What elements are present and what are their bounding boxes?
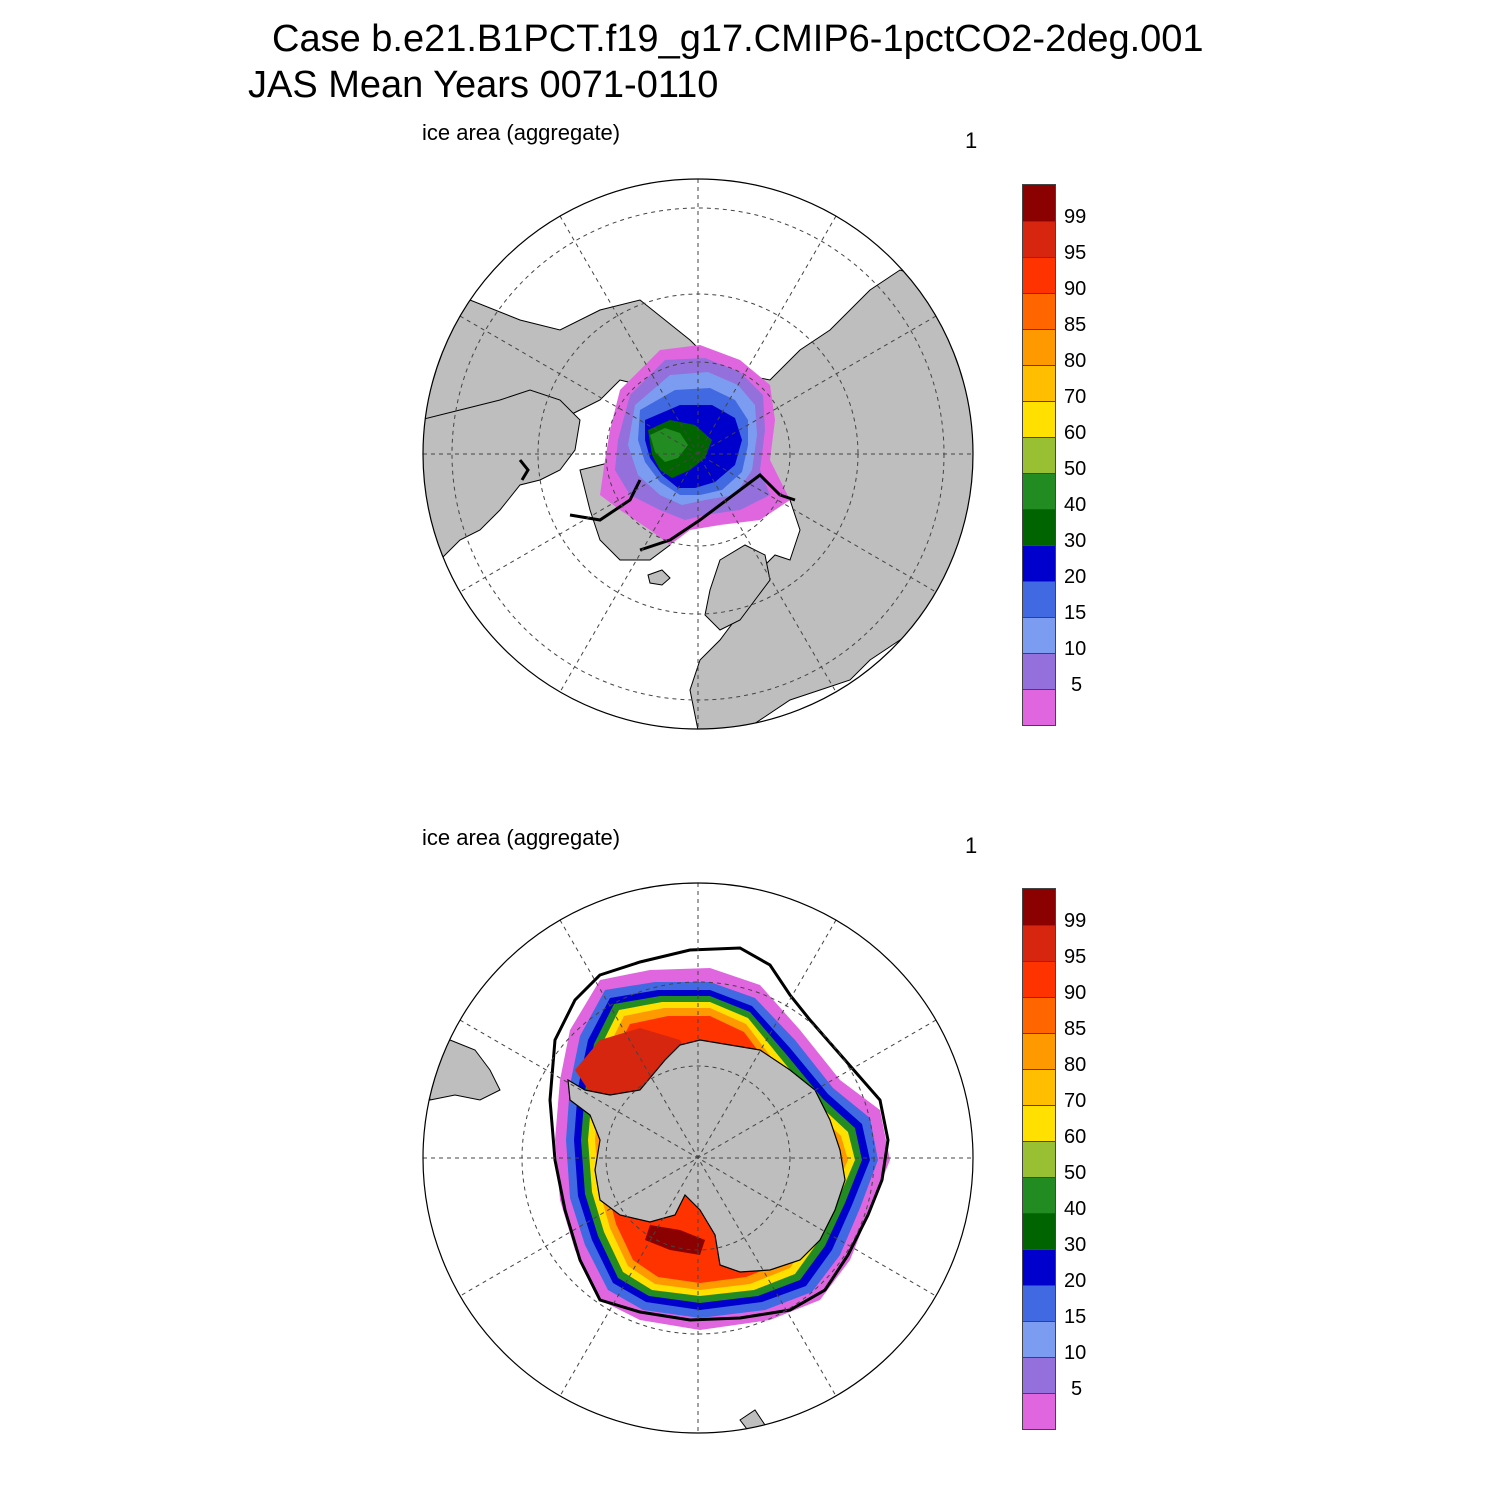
colorbar-north-swatch: [1023, 509, 1055, 545]
figure-title-period: JAS Mean Years 0071-0110: [248, 64, 719, 106]
south-obs-ice-edge: [548, 946, 890, 1322]
colorbar-north-swatch: [1023, 653, 1055, 689]
colorbar-south-swatch: [1023, 1141, 1055, 1177]
colorbar-south: [1022, 888, 1056, 1430]
colorbar-north-label: 85: [1064, 314, 1087, 336]
colorbar-south-label: 99: [1064, 910, 1087, 932]
north-map-border: [422, 178, 974, 730]
colorbar-north-swatch: [1023, 473, 1055, 509]
colorbar-north-swatch: [1023, 581, 1055, 617]
colorbar-north-swatch: [1023, 617, 1055, 653]
colorbar-north-label: 50: [1064, 458, 1087, 480]
colorbar-north-swatch: [1023, 365, 1055, 401]
north-polar-map: [422, 178, 974, 730]
south-polar-map: [422, 882, 974, 1434]
colorbar-south-label: 60: [1064, 1126, 1087, 1148]
colorbar-south-label: 30: [1064, 1234, 1087, 1256]
colorbar-south-swatch: [1023, 997, 1055, 1033]
north-land-iceland: [647, 569, 671, 586]
colorbar-south-label: 95: [1064, 946, 1087, 968]
colorbar-south-label: 15: [1064, 1306, 1087, 1328]
colorbar-south-swatch: [1023, 1177, 1055, 1213]
figure-title-case: Case b.e21.B1PCT.f19_g17.CMIP6-1pctCO2-2…: [272, 18, 1204, 60]
colorbar-south-swatch: [1023, 1249, 1055, 1285]
colorbar-north-label: 90: [1064, 278, 1087, 300]
south-ice-band-max-ross: [645, 1225, 705, 1255]
colorbar-north-label: 10: [1064, 638, 1087, 660]
north-land-eurasia: [423, 269, 973, 729]
colorbar-north-label: 5: [1071, 674, 1083, 696]
colorbar-north-label: 30: [1064, 530, 1087, 552]
colorbar-south-swatch: [1023, 925, 1055, 961]
colorbar-north-swatch: [1023, 401, 1055, 437]
panel-north-label: ice area (aggregate): [422, 120, 621, 145]
colorbar-south-swatch: [1023, 1357, 1055, 1393]
colorbar-south-label: 40: [1064, 1198, 1087, 1220]
north-land-north-america: [423, 389, 581, 561]
colorbar-south-swatch: [1023, 1393, 1055, 1429]
colorbar-north-swatch: [1023, 329, 1055, 365]
colorbar-south-swatch: [1023, 1033, 1055, 1069]
colorbar-south-label: 50: [1064, 1162, 1087, 1184]
colorbar-north-swatch: [1023, 293, 1055, 329]
colorbar-north-label: 60: [1064, 422, 1087, 444]
panel-north-units: 1: [965, 128, 978, 153]
colorbar-north-label: 70: [1064, 386, 1087, 408]
colorbar-north-swatch: [1023, 437, 1055, 473]
south-map-border: [422, 882, 974, 1434]
north-ice-band-50: [650, 428, 688, 462]
colorbar-south-swatch: [1023, 1105, 1055, 1141]
colorbar-north-label: 95: [1064, 242, 1087, 264]
panel-south-units: 1: [965, 833, 978, 858]
south-ice-band-99-weddell: [575, 1028, 690, 1108]
colorbar-south-swatch: [1023, 961, 1055, 997]
colorbar-south-label: 20: [1064, 1270, 1087, 1292]
colorbar-south-swatch: [1023, 889, 1055, 925]
north-land-scandinavia: [704, 544, 771, 631]
colorbar-north-swatch: [1023, 185, 1055, 221]
colorbar-south-label: 80: [1064, 1054, 1087, 1076]
colorbar-north-label: 20: [1064, 566, 1087, 588]
colorbar-north-label: 80: [1064, 350, 1087, 372]
colorbar-south-swatch: [1023, 1321, 1055, 1357]
north-graticule: [423, 179, 973, 729]
colorbar-north-swatch: [1023, 689, 1055, 725]
colorbar-south-swatch: [1023, 1069, 1055, 1105]
colorbar-north-swatch: [1023, 221, 1055, 257]
south-graticule: [423, 883, 973, 1433]
colorbar-north: [1022, 184, 1056, 726]
colorbar-south-swatch: [1023, 1285, 1055, 1321]
colorbar-north-label: 99: [1064, 206, 1087, 228]
colorbar-south-swatch: [1023, 1213, 1055, 1249]
colorbar-north-label: 40: [1064, 494, 1087, 516]
south-land-antarctica: [567, 1039, 846, 1273]
colorbar-south-label: 5: [1071, 1378, 1083, 1400]
colorbar-south-label: 85: [1064, 1018, 1087, 1040]
panel-south-label: ice area (aggregate): [422, 825, 621, 850]
colorbar-north-swatch: [1023, 257, 1055, 293]
colorbar-south-label: 90: [1064, 982, 1087, 1004]
colorbar-south-label: 10: [1064, 1342, 1087, 1364]
colorbar-north-swatch: [1023, 545, 1055, 581]
colorbar-south-label: 70: [1064, 1090, 1087, 1112]
colorbar-north-label: 15: [1064, 602, 1087, 624]
